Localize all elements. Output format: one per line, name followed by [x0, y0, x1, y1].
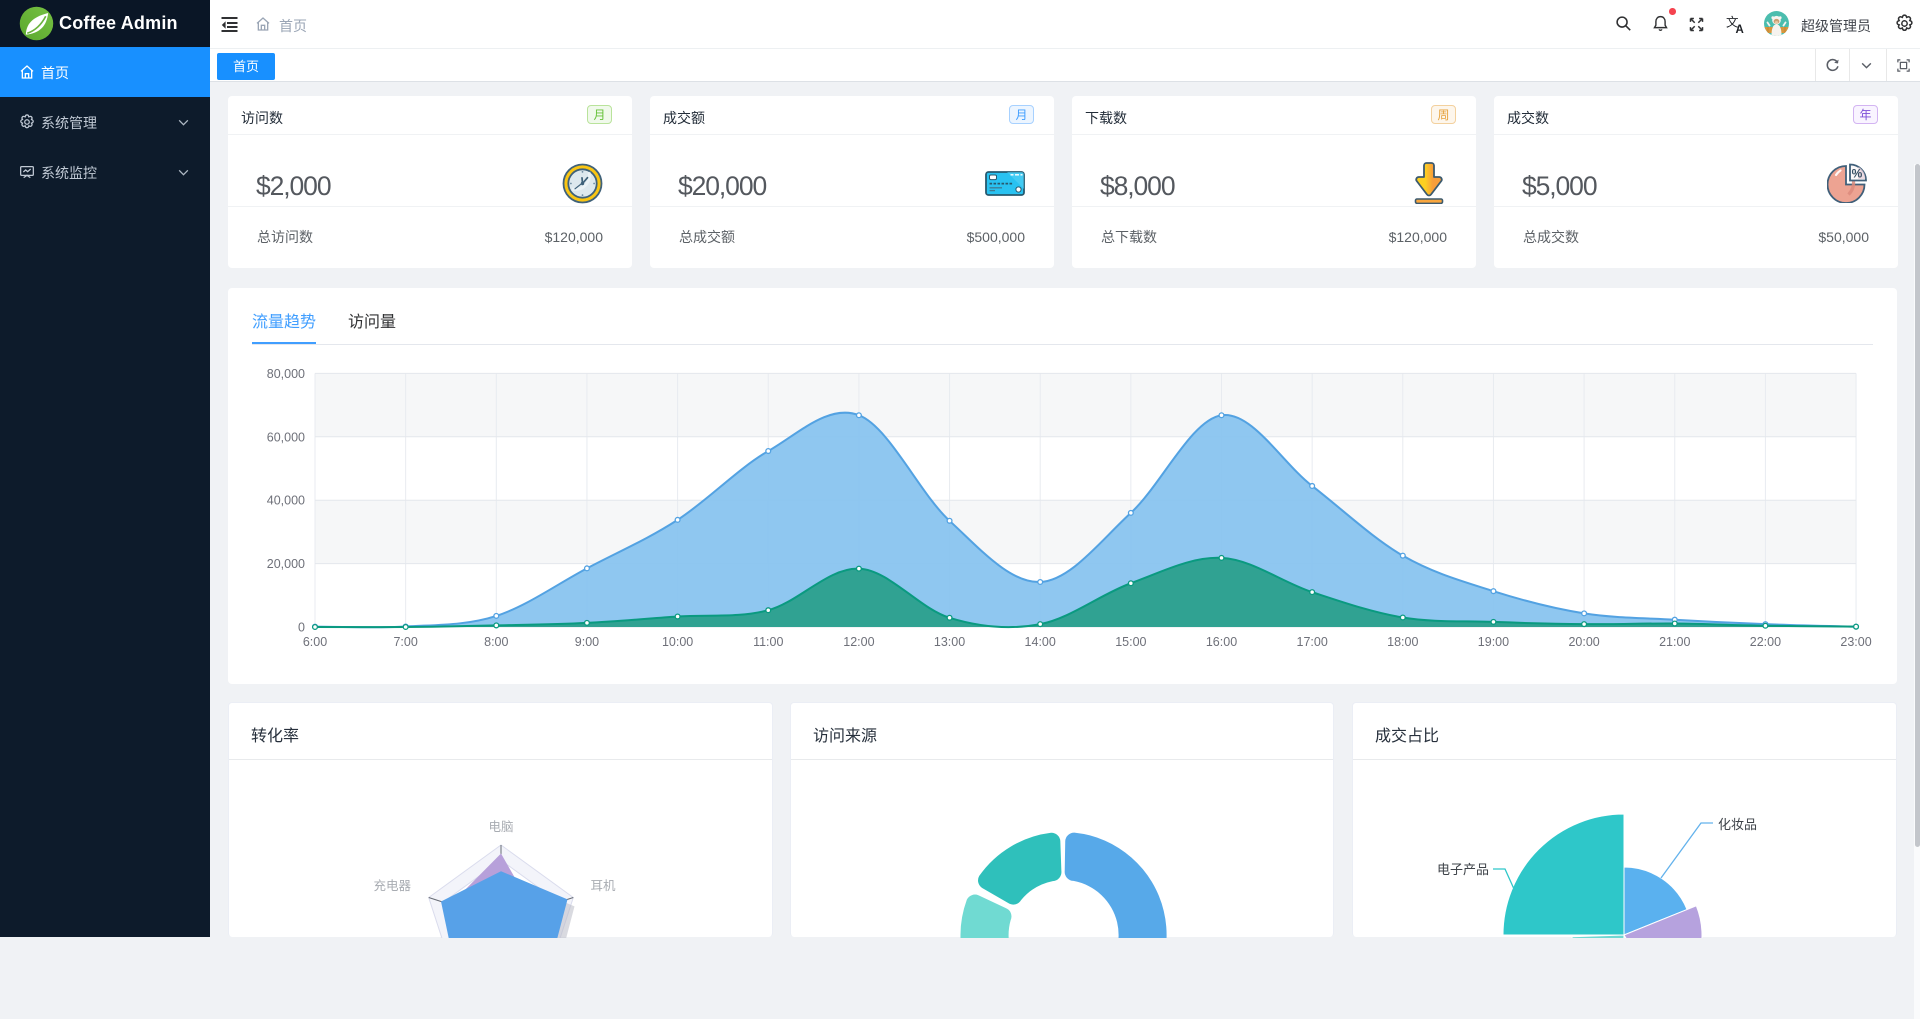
- svg-text:7:00: 7:00: [393, 635, 417, 649]
- svg-text:11:00: 11:00: [753, 635, 783, 649]
- svg-text:40,000: 40,000: [267, 494, 305, 508]
- svg-text:16:00: 16:00: [1206, 635, 1237, 649]
- svg-text:20:00: 20:00: [1568, 635, 1599, 649]
- svg-text:%: %: [1852, 167, 1863, 181]
- svg-text:充电器: 充电器: [373, 878, 411, 893]
- svg-text:20,000: 20,000: [267, 557, 305, 571]
- svg-text:电子产品: 电子产品: [1437, 862, 1489, 877]
- svg-text:15:00: 15:00: [1115, 635, 1146, 649]
- svg-text:13:00: 13:00: [934, 635, 965, 649]
- svg-text:0: 0: [298, 621, 305, 635]
- svg-text:80,000: 80,000: [267, 367, 305, 381]
- svg-text:23:00: 23:00: [1840, 635, 1871, 649]
- svg-text:文: 文: [1726, 15, 1739, 30]
- svg-text:耳机: 耳机: [591, 879, 617, 893]
- svg-text:18:00: 18:00: [1387, 635, 1418, 649]
- svg-text:19:00: 19:00: [1478, 635, 1509, 649]
- svg-text:8:00: 8:00: [484, 635, 508, 649]
- svg-text:21:00: 21:00: [1659, 635, 1690, 649]
- svg-text:A: A: [1736, 24, 1744, 34]
- svg-text:电脑: 电脑: [488, 820, 513, 834]
- svg-text:14:00: 14:00: [1025, 635, 1056, 649]
- svg-text:12:00: 12:00: [843, 635, 874, 649]
- svg-text:10:00: 10:00: [662, 635, 693, 649]
- svg-text:化妆品: 化妆品: [1718, 817, 1757, 832]
- svg-text:9:00: 9:00: [575, 635, 599, 649]
- svg-text:17:00: 17:00: [1297, 635, 1328, 649]
- svg-text:22:00: 22:00: [1750, 635, 1781, 649]
- svg-text:6:00: 6:00: [303, 635, 327, 649]
- svg-text:60,000: 60,000: [267, 430, 305, 444]
